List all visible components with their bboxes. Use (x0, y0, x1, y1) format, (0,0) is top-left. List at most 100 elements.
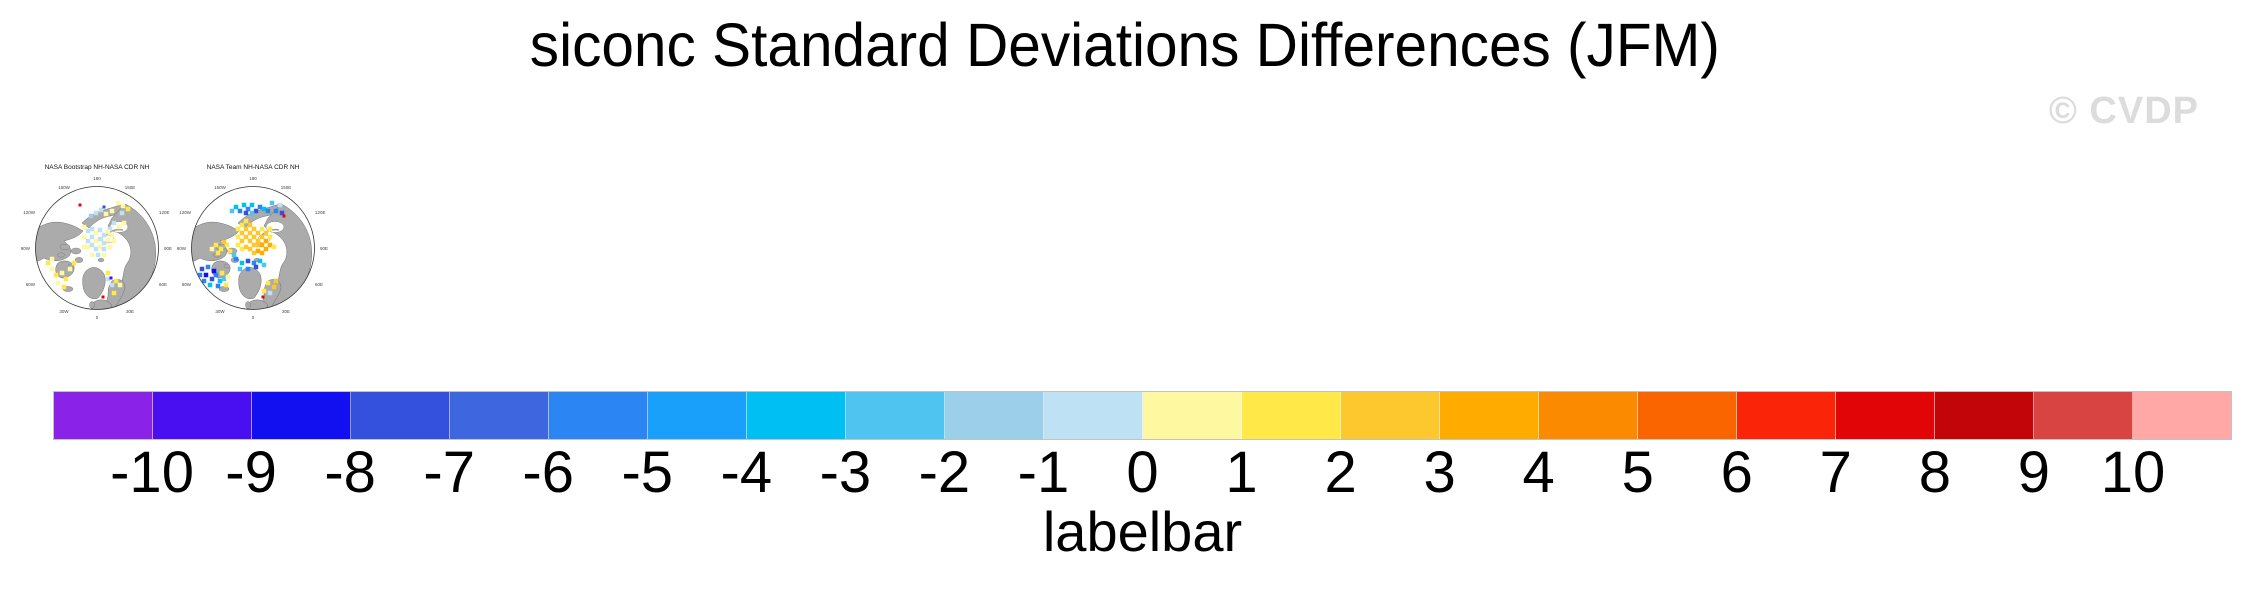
map-cell (282, 214, 286, 218)
map-cell (49, 256, 55, 262)
island (59, 244, 71, 251)
longitude-label: 90E (320, 246, 328, 251)
map-cell (85, 244, 91, 250)
map-cell (253, 264, 259, 270)
map-cell (121, 220, 127, 226)
map-cell (239, 260, 245, 266)
map-cell (61, 284, 67, 290)
map-cell (125, 206, 131, 212)
map-cell (251, 260, 257, 266)
colorbar-tick-label: -2 (918, 440, 971, 505)
longitude-label: 150W (58, 185, 71, 190)
map-cell (263, 230, 269, 236)
map-cell (245, 266, 251, 272)
longitude-label: 30W (215, 309, 225, 314)
colorbar-segment (648, 392, 747, 439)
colorbar-segment (1242, 392, 1341, 439)
map-cell (261, 206, 267, 212)
longitude-label: 30W (59, 309, 69, 314)
map-cell (78, 203, 82, 207)
map-cell (95, 252, 101, 258)
island (97, 257, 105, 262)
map-cell (263, 246, 269, 252)
colorbar-tick-label: 6 (1720, 440, 1753, 505)
colorbar-tick-label: -4 (720, 440, 773, 505)
longitude-label: 120E (315, 210, 326, 215)
map-cell (237, 208, 243, 214)
map-panel-title-bootstrap: NASA Bootstrap NH-NASA CDR NH (44, 164, 150, 171)
colorbar-segment (450, 392, 549, 439)
map-cell (101, 240, 107, 246)
map-outline (35, 186, 159, 310)
landmass (238, 267, 262, 299)
colorbar-tick-label: -5 (621, 440, 674, 505)
map-cell (218, 246, 224, 252)
map-cell (101, 252, 107, 258)
map-cell (116, 224, 122, 230)
landmass (82, 267, 106, 299)
map-cell (245, 206, 251, 212)
longitude-label: 90W (177, 246, 187, 251)
colorbar-tick-label: 2 (1324, 440, 1357, 505)
map-cell (97, 236, 103, 242)
map-cell (259, 226, 265, 232)
map-cell (255, 238, 261, 244)
map-cell (93, 210, 99, 216)
map-cell (267, 290, 273, 296)
map-cell (88, 213, 94, 219)
map-cell (109, 282, 115, 288)
map-cell (239, 238, 245, 244)
longitude-label: 30E (282, 309, 290, 314)
map-cell (247, 230, 253, 236)
map-cell (211, 268, 217, 274)
map-cell (217, 278, 223, 284)
map-cell (89, 226, 95, 232)
map-cell (251, 242, 257, 248)
landmass (245, 299, 270, 310)
colorbar-segment (549, 392, 648, 439)
colorbar (53, 391, 2232, 440)
island (57, 252, 65, 258)
colorbar-segment (1539, 392, 1638, 439)
map-cell (235, 226, 241, 232)
colorbar-segment (351, 392, 450, 439)
map-cell (259, 250, 265, 256)
colorbar-tick-label: 5 (1621, 440, 1654, 505)
longitude-label: 90W (21, 246, 31, 251)
island (70, 247, 82, 255)
map-cell (105, 270, 111, 276)
map-cell (213, 242, 219, 248)
landmass (89, 299, 114, 310)
cvdp-watermark: © CVDP (2048, 90, 2199, 132)
map-content (191, 186, 315, 310)
map-cell (261, 262, 267, 268)
longitude-label: 180 (93, 176, 101, 181)
map-cell (255, 242, 261, 248)
map-cell (221, 239, 227, 245)
map-cell (239, 222, 245, 228)
map-cell (109, 232, 115, 238)
map-cell (224, 242, 230, 248)
longitude-label: 120W (23, 210, 36, 215)
map-cell (93, 230, 99, 236)
map-cell (257, 204, 263, 210)
map-cell (253, 208, 259, 214)
map-cell (81, 234, 87, 240)
longitude-label: 60W (182, 282, 192, 287)
colorbar-segment (252, 392, 351, 439)
map-cell (233, 204, 239, 210)
map-cell (93, 246, 99, 252)
map-cell (255, 230, 261, 236)
map-cell (265, 280, 271, 286)
map-cell (241, 202, 247, 208)
map-cell (55, 280, 61, 286)
map-cell (197, 272, 203, 278)
map-cell (247, 246, 253, 252)
map-cell (251, 226, 257, 232)
colorbar-tick-label: -10 (110, 440, 194, 505)
longitude-label: 150E (281, 185, 292, 190)
map-cell (269, 200, 275, 206)
map-cell (233, 256, 239, 262)
colorbar-tick-label: -1 (1017, 440, 1070, 505)
map-cell (249, 202, 255, 208)
